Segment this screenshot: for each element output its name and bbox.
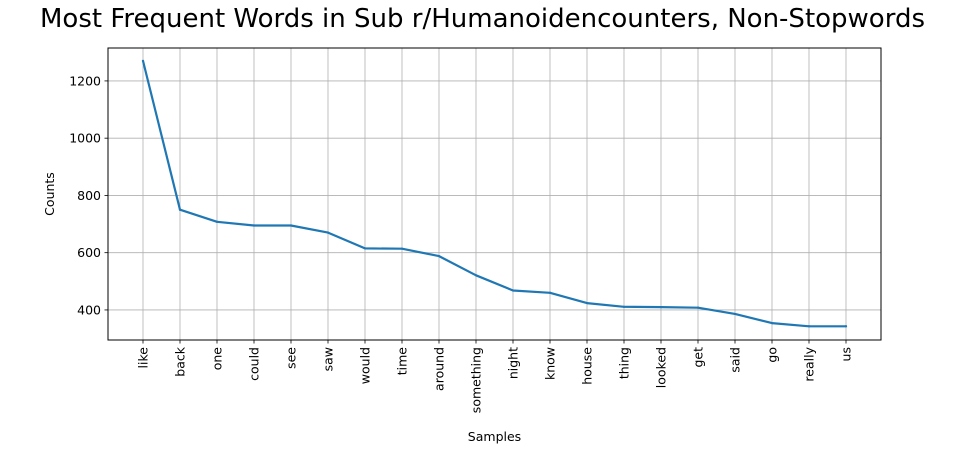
series-layer: [141, 59, 848, 328]
x-axis-ticks: like back one could see saw would time around som…: [136, 340, 854, 413]
y-tick-label: 600: [77, 245, 101, 260]
x-tick-label: around: [432, 347, 447, 391]
x-tick-label: know: [543, 347, 558, 380]
x-tick-label: night: [506, 347, 521, 379]
data-point: [511, 289, 515, 292]
data-point: [215, 220, 219, 223]
x-tick-label: time: [395, 347, 410, 376]
data-point: [141, 59, 145, 62]
x-tick-label: thing: [617, 347, 632, 379]
data-point: [252, 224, 256, 227]
data-point: [807, 325, 811, 328]
plot-area-frame: [107, 47, 882, 341]
series-line: [141, 59, 848, 328]
x-tick-label: go: [765, 347, 780, 363]
x-tick-label: really: [802, 346, 817, 381]
chart-title: Most Frequent Words in Sub r/Humanoidenc…: [39, 4, 925, 34]
data-point: [326, 231, 330, 234]
data-point: [659, 305, 663, 309]
data-point: [733, 312, 737, 316]
x-tick-label: could: [247, 347, 262, 381]
y-axis-ticks: 400 600 800 1000 1200: [69, 73, 108, 317]
data-point: [585, 301, 589, 305]
data-point: [696, 306, 700, 309]
data-point: [400, 247, 404, 250]
x-tick-label: back: [173, 346, 188, 376]
x-tick-label: us: [839, 347, 854, 361]
y-axis-label: Counts: [42, 172, 57, 216]
x-tick-label: house: [580, 347, 595, 385]
data-point: [289, 224, 293, 227]
x-tick-label: get: [691, 347, 706, 368]
x-tick-label: would: [358, 347, 373, 384]
data-point: [844, 325, 848, 328]
x-tick-label: saw: [321, 347, 336, 371]
y-tick-label: 400: [77, 302, 101, 317]
x-axis-label: Samples: [468, 429, 521, 444]
data-point: [622, 305, 626, 308]
data-point: [548, 291, 552, 294]
data-point: [437, 255, 441, 258]
x-tick-label: like: [136, 347, 151, 369]
y-tick-label: 800: [77, 188, 101, 203]
data-point: [178, 208, 182, 211]
y-gridlines: [108, 80, 881, 311]
x-gridlines: [142, 48, 847, 340]
x-tick-label: one: [210, 347, 225, 371]
x-tick-label: see: [284, 347, 299, 369]
data-point: [363, 247, 367, 250]
y-tick-label: 1200: [69, 73, 101, 88]
x-tick-label: looked: [654, 347, 669, 388]
data-point: [770, 322, 774, 325]
data-point: [474, 274, 478, 277]
x-tick-label: said: [728, 347, 743, 373]
x-tick-label: something: [469, 347, 484, 413]
y-tick-label: 1000: [69, 131, 101, 146]
